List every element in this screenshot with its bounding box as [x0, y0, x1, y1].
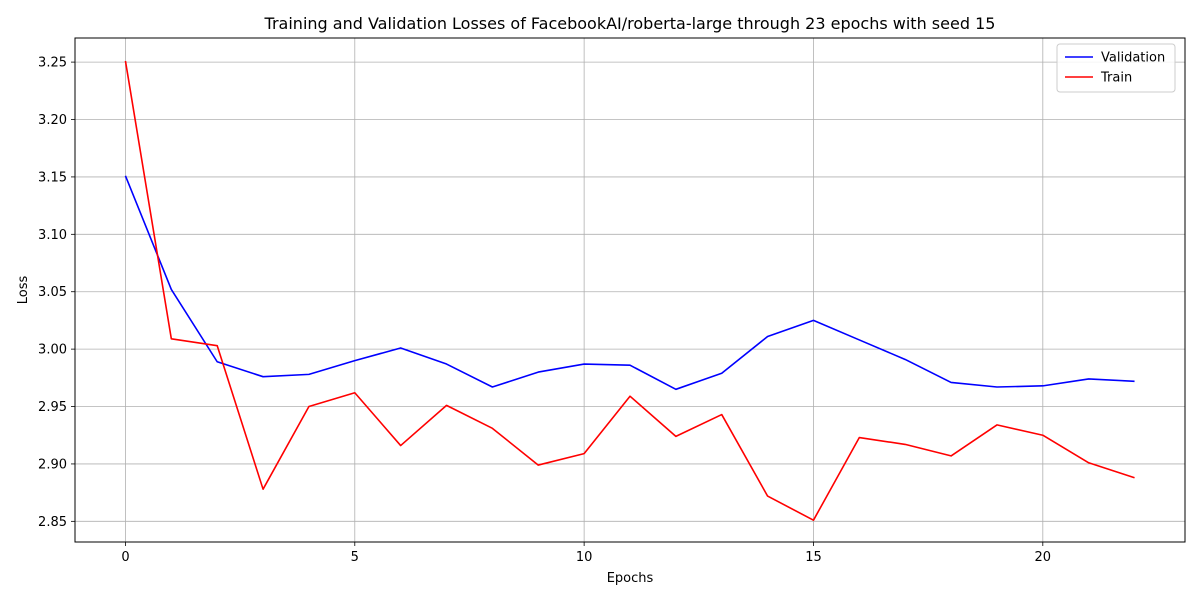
series-line-validation	[124, 175, 1135, 391]
legend-label-validation: Validation	[1101, 51, 1165, 66]
y-tick-label: 2.85	[38, 515, 67, 530]
series-line-train	[124, 60, 1135, 521]
y-tick-label: 2.90	[38, 457, 67, 472]
x-tick-label: 20	[1035, 550, 1052, 565]
y-tick-label: 3.05	[38, 285, 67, 300]
legend-label-train: Train	[1100, 71, 1132, 86]
y-axis-label: Loss	[16, 276, 31, 305]
x-tick-label: 15	[805, 550, 822, 565]
plot-frame	[74, 37, 1186, 543]
chart-title: Training and Validation Losses of Facebo…	[264, 14, 996, 33]
x-tick-label: 5	[351, 550, 359, 565]
x-axis: 0 5 10 15 20	[121, 542, 1051, 565]
series-layer	[124, 60, 1135, 521]
y-tick-label: 3.15	[38, 170, 67, 185]
grid	[75, 38, 1185, 542]
y-tick-label: 3.20	[38, 113, 67, 128]
x-tick-label: 0	[121, 550, 129, 565]
legend: Validation Train	[1056, 43, 1176, 93]
y-tick-label: 2.95	[38, 400, 67, 415]
y-tick-label: 3.10	[38, 228, 67, 243]
x-axis-label: Epochs	[607, 571, 654, 586]
x-tick-label: 10	[576, 550, 593, 565]
y-tick-label: 3.00	[38, 343, 67, 358]
legend-box	[1056, 43, 1176, 93]
y-tick-label: 3.25	[38, 56, 67, 71]
y-axis: 2.85 2.90 2.95 3.00 3.05 3.10 3.15 3.20 3.25	[38, 56, 75, 530]
